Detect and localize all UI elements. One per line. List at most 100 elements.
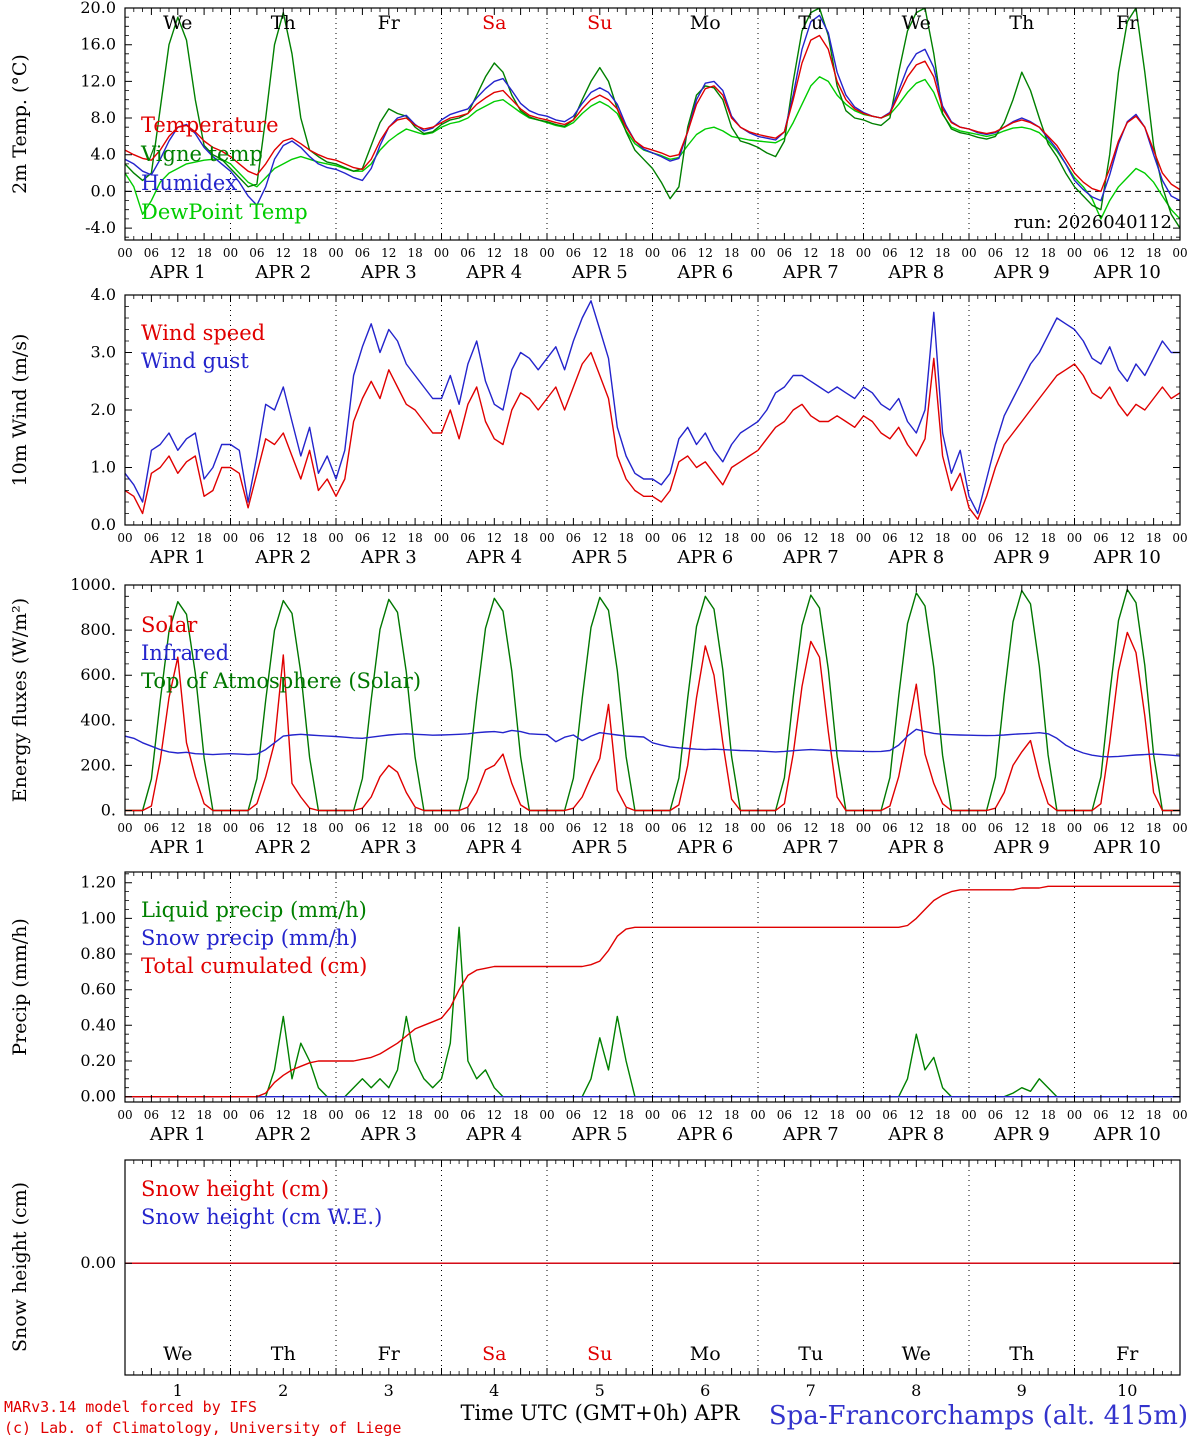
y-tick-label: 1000. <box>70 575 116 594</box>
weekday-label: Th <box>1009 12 1034 34</box>
hour-tick-label: 06 <box>355 246 370 260</box>
y-tick-label: 16.0 <box>80 35 116 54</box>
legend-snow-precip-mm-h: Snow precip (mm/h) <box>141 926 358 950</box>
hour-tick-label: 00 <box>223 531 238 545</box>
hour-tick-label: 12 <box>381 821 396 835</box>
hour-tick-label: 12 <box>170 1108 185 1122</box>
hour-tick-label: 06 <box>566 821 581 835</box>
date-label: APR 10 <box>1093 547 1161 568</box>
hour-tick-label: 06 <box>671 1108 686 1122</box>
y-axis-title-snow: Snow height (cm) <box>9 1182 31 1352</box>
date-label: APR 5 <box>571 837 628 858</box>
hour-tick-label: 00 <box>117 531 132 545</box>
hour-tick-label: 00 <box>750 821 765 835</box>
hour-tick-label: 18 <box>407 246 422 260</box>
day-number-label: 5 <box>595 1381 605 1400</box>
hour-tick-label: 00 <box>856 821 871 835</box>
weekday-label: Th <box>1009 1343 1034 1365</box>
hour-tick-label: 12 <box>1120 821 1135 835</box>
hour-tick-label: 00 <box>117 821 132 835</box>
hour-tick-label: 12 <box>698 246 713 260</box>
weekday-label: Fr <box>1116 1343 1139 1365</box>
y-tick-label: 600. <box>80 665 116 684</box>
hour-tick-label: 18 <box>513 1108 528 1122</box>
hour-tick-label: 18 <box>829 531 844 545</box>
weekday-label: Su <box>587 12 612 34</box>
hour-tick-label: 18 <box>513 246 528 260</box>
hour-tick-label: 00 <box>961 531 976 545</box>
y-tick-label: 1.00 <box>80 908 116 927</box>
hour-tick-label: 06 <box>671 246 686 260</box>
legend-humidex: Humidex <box>141 171 237 195</box>
date-label: APR 7 <box>782 262 839 283</box>
legend-wind-gust: Wind gust <box>141 349 249 373</box>
x-major-ticks <box>124 1160 1181 1375</box>
footer-model-credit: MARv3.14 model forced by IFS <box>4 1398 257 1416</box>
x-minor-ticks <box>133 295 1172 525</box>
hour-tick-label: 18 <box>1040 1108 1055 1122</box>
date-label: APR 2 <box>254 547 311 568</box>
weekday-label: We <box>902 12 931 34</box>
legend-snow-height-cm-w-e: Snow height (cm W.E.) <box>141 1205 382 1229</box>
date-label: APR 9 <box>993 547 1050 568</box>
y-tick-label: 4.0 <box>91 285 116 304</box>
y-tick-label: 800. <box>80 620 116 639</box>
weekday-label: Fr <box>1116 12 1139 34</box>
hour-tick-label: 00 <box>645 1108 660 1122</box>
hour-tick-label: 06 <box>355 821 370 835</box>
panel-snow: 0.00 We Th Fr Sa Su Mo Tu We Th Fr 1 2 3 4 5 6 7 8 9 10 Snow … <box>80 1159 1181 1400</box>
hour-tick-label: 00 <box>961 821 976 835</box>
date-label: APR 3 <box>360 1124 417 1145</box>
hour-tick-label: 00 <box>750 1108 765 1122</box>
series-group <box>125 8 1180 229</box>
hour-tick-label: 12 <box>909 246 924 260</box>
date-label: APR 9 <box>993 1124 1050 1145</box>
y-tick-label: -4.0 <box>85 218 116 237</box>
day-gridlines <box>230 295 1075 525</box>
hour-tick-label: 12 <box>487 246 502 260</box>
hour-tick-label: 06 <box>1093 246 1108 260</box>
hour-tick-label: 12 <box>487 1108 502 1122</box>
weekday-label: Th <box>271 12 296 34</box>
run-label: run: 2026040112 <box>1014 212 1172 233</box>
hour-tick-label: 12 <box>803 1108 818 1122</box>
hour-tick-label: 18 <box>935 246 950 260</box>
hour-tick-label: 12 <box>909 1108 924 1122</box>
date-label: APR 9 <box>993 837 1050 858</box>
hour-tick-label: 00 <box>539 246 554 260</box>
hour-tick-label: 18 <box>1040 246 1055 260</box>
y-major-ticks <box>125 584 1180 811</box>
hour-tick-label: 00 <box>539 1108 554 1122</box>
hour-tick-label: 18 <box>196 531 211 545</box>
weekday-label: We <box>163 12 192 34</box>
hour-tick-label: 18 <box>1040 821 1055 835</box>
y-tick-label: 20.0 <box>80 0 116 17</box>
hour-tick-label: 18 <box>196 821 211 835</box>
hour-tick-label: 12 <box>592 246 607 260</box>
x-minor-ticks <box>133 8 1172 240</box>
date-label: APR 1 <box>149 547 206 568</box>
x-major-ticks <box>124 295 1181 525</box>
day-number-label: 4 <box>489 1381 499 1400</box>
hour-tick-label: 00 <box>1172 246 1187 260</box>
y-minor-ticks <box>125 306 1180 514</box>
hour-tick-label: 12 <box>170 821 185 835</box>
hour-tick-label: 18 <box>1040 531 1055 545</box>
hour-tick-label: 00 <box>856 531 871 545</box>
hour-tick-label: 12 <box>276 821 291 835</box>
hour-tick-label: 06 <box>144 246 159 260</box>
hour-tick-label: 06 <box>1093 821 1108 835</box>
panel-energy: 1000.800.600.400.200.0.00 06 12 18 00 06 12 18 0… <box>70 575 1187 858</box>
hour-tick-label: 00 <box>223 821 238 835</box>
date-label: APR 6 <box>676 837 733 858</box>
y-tick-label: 0.00 <box>80 1253 116 1272</box>
date-label: APR 10 <box>1093 1124 1161 1145</box>
date-label: APR 2 <box>254 262 311 283</box>
hour-tick-label: 12 <box>803 821 818 835</box>
hour-tick-label: 18 <box>302 1108 317 1122</box>
day-number-label: 10 <box>1117 1381 1137 1400</box>
series-temperature <box>125 34 1180 193</box>
hour-tick-label: 12 <box>909 531 924 545</box>
